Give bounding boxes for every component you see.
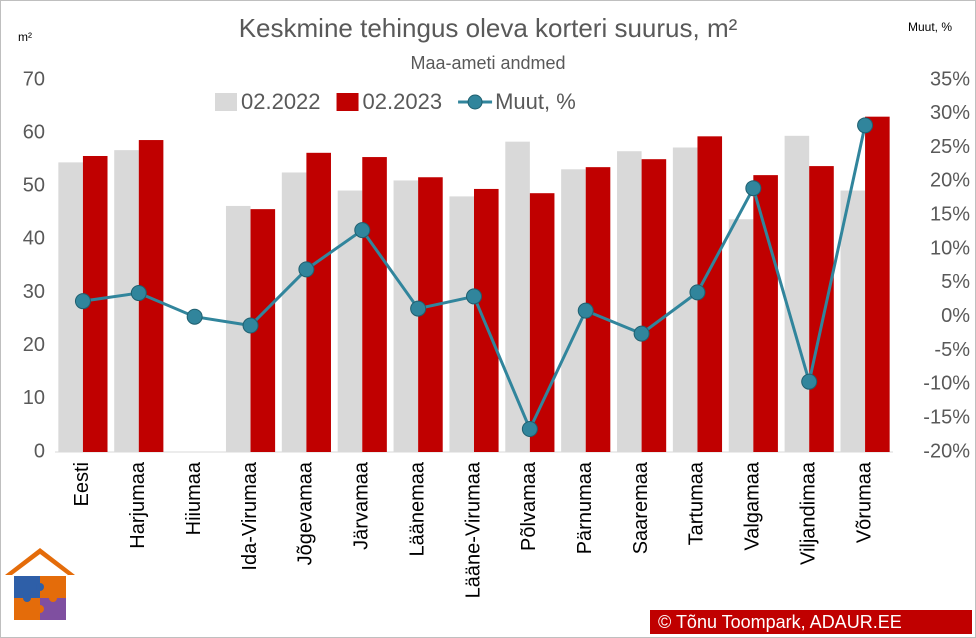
x-tick-label: Jõgevamaa: [295, 461, 317, 565]
bar: [529, 193, 555, 453]
x-tick-label: Järvamaa: [351, 461, 373, 550]
line-point: [354, 222, 371, 239]
line-point: [745, 180, 762, 197]
bar: [617, 151, 642, 452]
x-tick-label: Ida-Virumaa: [239, 461, 261, 570]
bar: [728, 219, 754, 452]
line-point: [298, 261, 315, 278]
y-tick-label: 30: [23, 281, 45, 303]
bar: [114, 150, 139, 453]
x-tick-label: Tartumaa: [686, 461, 708, 545]
bar: [753, 175, 778, 452]
legend-box: [205, 74, 615, 124]
x-tick-label: Lääne-Virumaa: [462, 461, 484, 598]
line-point: [74, 293, 91, 310]
y2-tick-label: -20%: [923, 440, 970, 462]
line-point: [521, 421, 538, 438]
x-tick-label: Hiiumaa: [183, 461, 205, 535]
bar: [809, 166, 834, 452]
line-point: [410, 300, 427, 317]
legend-label: 02.2023: [363, 89, 443, 114]
chart-title: Keskmine tehingus oleva korteri suurus, …: [239, 13, 738, 43]
x-tick-label: Eesti: [71, 462, 93, 506]
x-tick-label: Põlvamaa: [518, 461, 540, 551]
y2-tick-label: 35%: [930, 68, 970, 90]
y2-tick-label: 0%: [941, 305, 970, 327]
line-point: [689, 284, 706, 301]
bar: [784, 135, 810, 453]
y2-tick-label: 20%: [930, 170, 970, 192]
y-tick-label: 10: [23, 387, 45, 409]
line-point: [857, 117, 874, 134]
bar: [393, 180, 419, 452]
line-point: [801, 373, 818, 390]
y2-axis-label: Muut, %: [908, 20, 952, 34]
chart-subtitle: Maa-ameti andmed: [410, 53, 565, 73]
y2-tick-label: 5%: [941, 271, 970, 293]
y-tick-label: 60: [23, 121, 45, 143]
bar: [641, 159, 667, 452]
legend-label: Muut, %: [495, 89, 576, 114]
y-axis-label: m²: [18, 30, 32, 44]
line-point: [577, 302, 594, 319]
line-point: [242, 317, 259, 334]
legend-swatch: [467, 94, 483, 110]
y-tick-label: 50: [23, 175, 45, 197]
line-point: [130, 285, 147, 302]
y-tick-label: 0: [34, 440, 45, 462]
y2-tick-label: -10%: [923, 373, 970, 395]
x-tick-label: Viljandimaa: [797, 461, 819, 565]
source-box: [650, 610, 972, 634]
y2-tick-label: 30%: [930, 102, 970, 124]
legend-swatch: [336, 93, 359, 111]
bar: [449, 196, 474, 452]
line-point: [186, 308, 203, 325]
y2-tick-label: 15%: [930, 204, 970, 226]
bar: [362, 157, 387, 453]
source: © Tõnu Toompark, ADAUR.EE: [658, 612, 902, 632]
bar: [865, 116, 890, 452]
line-point: [633, 325, 650, 342]
y-tick-label: 20: [23, 334, 45, 356]
y2-tick-label: -5%: [934, 339, 970, 361]
x-tick-label: Saaremaa: [630, 461, 652, 554]
bar: [281, 172, 307, 452]
line-point: [466, 288, 482, 305]
bar: [840, 190, 866, 452]
bar: [505, 141, 530, 452]
y-tick-label: 40: [23, 228, 45, 250]
y-tick-label: 70: [23, 68, 45, 90]
x-tick-label: Valgamaa: [742, 461, 764, 550]
logo: [5, 548, 75, 620]
y2-tick-label: -15%: [923, 406, 970, 428]
legend-label: 02.2022: [241, 89, 321, 114]
x-tick-label: Harjumaa: [127, 461, 149, 549]
bar: [306, 152, 331, 452]
y2-tick-label: 10%: [930, 237, 970, 259]
x-tick-label: Võrumaa: [853, 461, 875, 543]
legend-swatch: [215, 93, 237, 111]
x-tick-label: Läänemaa: [406, 461, 428, 556]
y2-tick-label: 25%: [930, 136, 970, 158]
bar: [474, 188, 499, 452]
x-tick-label: Pärnumaa: [574, 461, 596, 554]
